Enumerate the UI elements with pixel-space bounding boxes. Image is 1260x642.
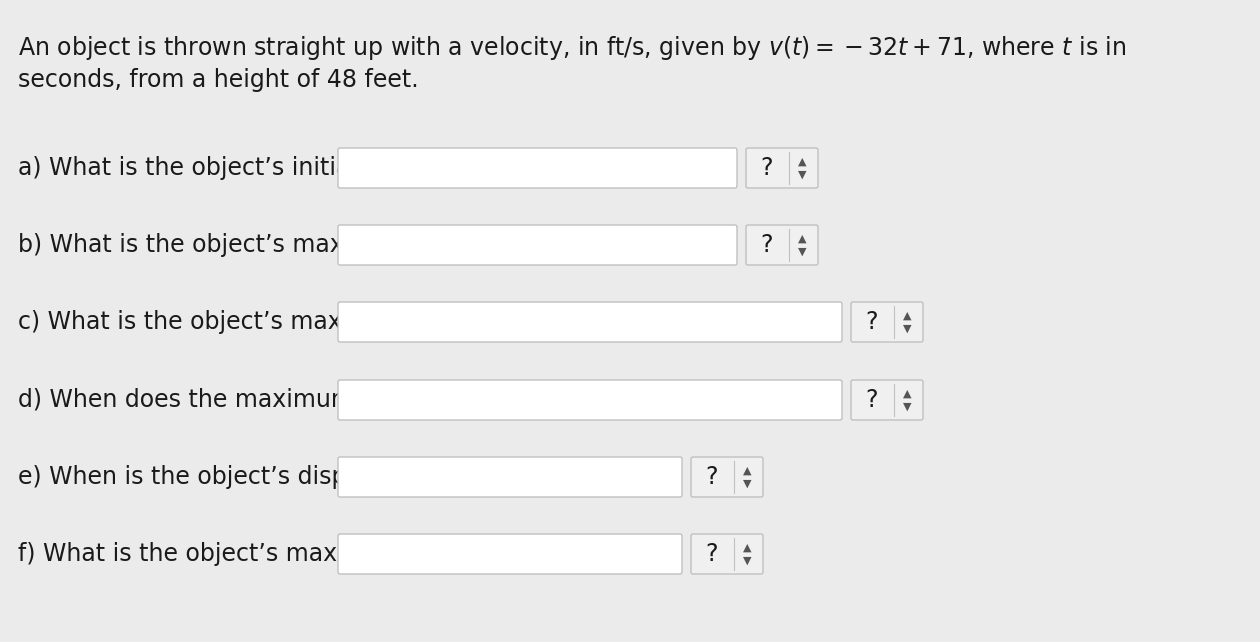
Text: ?: ? (866, 310, 878, 334)
Text: ▼: ▼ (743, 478, 752, 489)
Text: ?: ? (761, 156, 774, 180)
Text: ▲: ▲ (743, 542, 752, 553)
Text: ▼: ▼ (798, 169, 806, 180)
Text: b) What is the object’s maximum velocity?: b) What is the object’s maximum velocity… (18, 233, 524, 257)
FancyBboxPatch shape (746, 148, 818, 188)
FancyBboxPatch shape (338, 380, 842, 420)
Text: d) When does the maximum displacement occur?: d) When does the maximum displacement oc… (18, 388, 606, 412)
FancyBboxPatch shape (690, 534, 764, 574)
Text: e) When is the object’s displacement 0?: e) When is the object’s displacement 0? (18, 465, 491, 489)
FancyBboxPatch shape (690, 457, 764, 497)
Text: a) What is the object’s initial velocity?: a) What is the object’s initial velocity… (18, 156, 470, 180)
FancyBboxPatch shape (746, 225, 818, 265)
Text: ?: ? (706, 542, 718, 566)
Text: ▼: ▼ (903, 401, 912, 412)
FancyBboxPatch shape (850, 302, 924, 342)
FancyBboxPatch shape (338, 534, 682, 574)
Text: ▲: ▲ (743, 465, 752, 476)
FancyBboxPatch shape (338, 457, 682, 497)
Text: ▼: ▼ (798, 247, 806, 257)
Text: ?: ? (761, 233, 774, 257)
FancyBboxPatch shape (338, 148, 737, 188)
FancyBboxPatch shape (338, 302, 842, 342)
Text: ?: ? (866, 388, 878, 412)
Text: ▲: ▲ (798, 234, 806, 243)
Text: ?: ? (706, 465, 718, 489)
Text: ▼: ▼ (743, 555, 752, 566)
Text: ▲: ▲ (903, 388, 912, 399)
FancyBboxPatch shape (338, 225, 737, 265)
Text: ▲: ▲ (798, 157, 806, 166)
Text: c) What is the object’s maximum displacement?: c) What is the object’s maximum displace… (18, 310, 588, 334)
Text: ▲: ▲ (903, 311, 912, 320)
Text: ▼: ▼ (903, 324, 912, 333)
Text: An object is thrown straight up with a velocity, in ft/s, given by $v(t) = -32t : An object is thrown straight up with a v… (18, 34, 1126, 62)
Text: seconds, from a height of 48 feet.: seconds, from a height of 48 feet. (18, 68, 418, 92)
FancyBboxPatch shape (850, 380, 924, 420)
Text: f) What is the object’s maximum height?: f) What is the object’s maximum height? (18, 542, 500, 566)
